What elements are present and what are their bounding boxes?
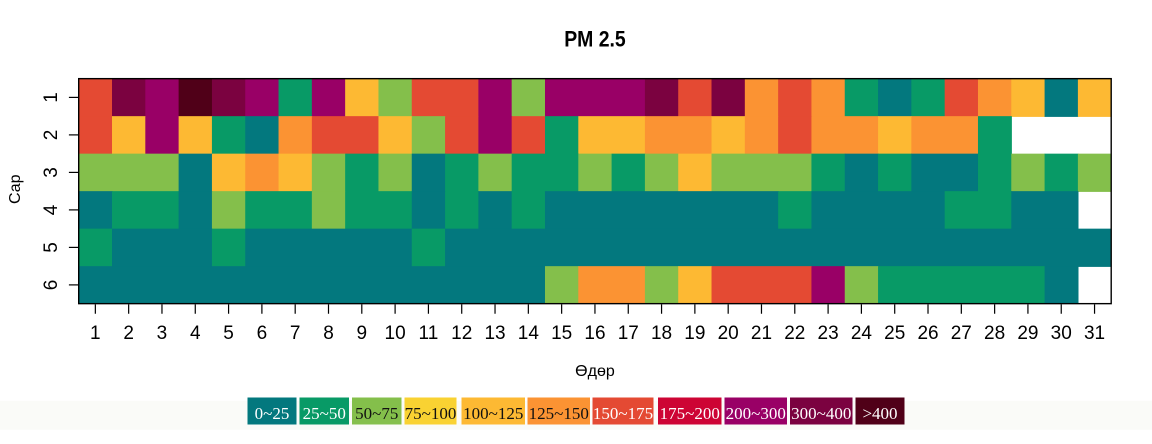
svg-text:1: 1: [41, 92, 62, 103]
svg-text:6: 6: [257, 323, 268, 344]
svg-text:20: 20: [718, 323, 739, 344]
svg-text:25: 25: [884, 323, 905, 344]
svg-text:12: 12: [451, 323, 472, 344]
svg-text:Өдөр: Өдөр: [575, 363, 615, 380]
svg-text:0~25: 0~25: [255, 404, 290, 423]
svg-text:9: 9: [357, 323, 368, 344]
svg-text:22: 22: [784, 323, 805, 344]
svg-text:1: 1: [90, 323, 101, 344]
svg-text:100~125: 100~125: [463, 404, 523, 423]
svg-text:11: 11: [419, 323, 439, 344]
svg-text:5: 5: [41, 242, 62, 253]
svg-text:4: 4: [190, 323, 201, 344]
svg-text:14: 14: [518, 323, 540, 344]
svg-text:7: 7: [290, 323, 301, 344]
svg-text:>400: >400: [862, 404, 897, 423]
svg-text:29: 29: [1017, 323, 1038, 344]
svg-text:19: 19: [684, 323, 705, 344]
svg-text:30: 30: [1051, 323, 1072, 344]
svg-text:16: 16: [584, 323, 605, 344]
svg-text:18: 18: [651, 323, 672, 344]
svg-text:6: 6: [41, 280, 62, 291]
svg-text:8: 8: [323, 323, 334, 344]
svg-text:31: 31: [1084, 323, 1105, 344]
svg-text:13: 13: [484, 323, 505, 344]
svg-text:17: 17: [618, 323, 639, 344]
svg-text:150~175: 150~175: [593, 404, 653, 423]
svg-text:21: 21: [751, 323, 772, 344]
svg-text:15: 15: [551, 323, 572, 344]
svg-text:27: 27: [951, 323, 972, 344]
svg-text:23: 23: [818, 323, 839, 344]
svg-text:2: 2: [41, 130, 62, 141]
svg-text:28: 28: [984, 323, 1005, 344]
svg-text:125~150: 125~150: [529, 404, 589, 423]
svg-text:24: 24: [851, 323, 873, 344]
svg-text:50~75: 50~75: [355, 404, 398, 423]
svg-text:175~200: 175~200: [660, 404, 720, 423]
svg-text:10: 10: [385, 323, 406, 344]
svg-text:26: 26: [917, 323, 938, 344]
svg-text:200~300: 200~300: [726, 404, 786, 423]
svg-text:3: 3: [157, 323, 168, 344]
svg-text:75~100: 75~100: [405, 404, 457, 423]
svg-text:4: 4: [41, 204, 62, 215]
svg-text:PM 2.5: PM 2.5: [564, 27, 626, 52]
svg-text:5: 5: [223, 323, 234, 344]
svg-text:300~400: 300~400: [791, 404, 851, 423]
svg-text:25~50: 25~50: [303, 404, 346, 423]
svg-text:2: 2: [123, 323, 134, 344]
svg-text:Сар: Сар: [7, 174, 24, 204]
svg-text:3: 3: [41, 167, 62, 178]
